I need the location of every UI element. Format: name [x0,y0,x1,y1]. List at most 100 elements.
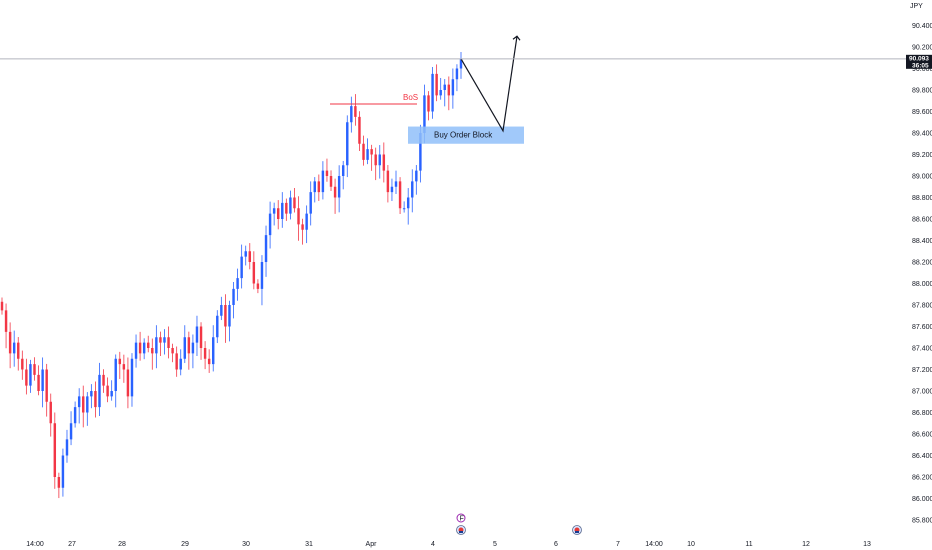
price-tick-label: 86.000 [912,496,932,503]
candle-body [12,342,16,354]
candle [199,322,203,360]
candle-body [325,170,329,176]
candle [41,357,44,408]
price-tick-label: 88.400 [912,238,932,245]
candle-body [285,202,288,214]
time-tick-label: 27 [68,541,76,548]
time-tick-label: 10 [687,541,695,548]
candle [53,412,57,489]
candle [114,354,117,408]
price-scale[interactable]: JPY 90.400 90.200 90.000 89.800 89.600 89.400… [910,3,932,525]
candle-body [317,181,321,193]
time-tick-label: 5 [493,541,497,548]
candle-body [443,84,446,90]
candle [94,381,97,418]
candle [386,165,390,203]
candle [398,177,402,215]
candle [232,281,235,319]
candle [268,201,272,249]
candle [138,331,142,361]
flag-icon[interactable] [572,525,582,535]
candle-body [159,337,162,343]
candle [228,300,231,342]
currency-label: JPY [910,3,923,10]
candle-body [183,337,187,359]
candle [216,310,219,344]
time-tick-label: 13 [863,541,871,548]
candle [102,369,105,393]
candle-body [435,73,438,96]
candle-body [398,181,402,209]
candle-body [411,181,414,198]
flag-icon[interactable] [456,525,466,535]
candle-body [455,68,459,80]
candle [317,174,321,201]
price-tick-label: 87.200 [912,367,932,374]
candle-body [220,305,223,316]
candle [439,77,442,100]
candle-body [114,358,117,391]
order-block-rect[interactable] [408,126,524,144]
candle-body [216,315,219,338]
event-markers[interactable]: F [456,513,582,535]
candle [155,325,158,369]
projection-path[interactable] [460,35,521,133]
candle [90,384,93,409]
candle [130,353,134,407]
candle [321,161,325,200]
candle [455,64,459,92]
candle-body [321,170,325,193]
candle [33,357,36,381]
candle [29,359,32,393]
candle [163,329,166,355]
price-tick-label: 89.200 [912,152,932,159]
candle [151,338,154,370]
time-tick-label: 28 [118,541,126,548]
candle-body [163,337,166,343]
candle [37,365,40,396]
candle [272,202,276,226]
time-tick-label: 7 [616,541,620,548]
candle-body [459,58,463,69]
candle [179,349,182,376]
candle [252,251,256,290]
price-tick-label: 89.800 [912,88,932,95]
time-scale[interactable]: 14:00 27 28 29 30 31 Apr 4 5 6 7 14:00 10 11 12 13 [26,541,871,548]
candle [240,244,243,289]
candle-body [49,401,52,424]
candle-body [451,79,455,96]
price-tick-label: 88.000 [912,281,932,288]
candle-body [25,369,28,386]
economic-event-marker[interactable]: F [456,513,466,523]
candle-body [118,358,122,365]
candle-body [358,116,361,144]
candle [122,354,126,383]
candlestick-series [0,51,463,499]
candle-body [57,477,61,488]
candle-body [281,202,284,219]
price-tick-label: 90.200 [912,45,932,52]
bos-annotation[interactable]: BoS [330,93,418,105]
candle [69,411,73,446]
projection-line[interactable] [460,36,518,133]
candle [98,362,101,416]
candle-body [191,342,195,354]
candle-body [386,170,390,193]
candle-body [272,208,276,214]
candle-body [276,208,280,219]
candle-body [350,106,353,123]
candle [337,165,341,213]
candle [106,377,109,403]
buy-order-block[interactable]: Buy Order Block [408,126,524,144]
candle [415,165,418,195]
candle-body [346,122,349,166]
candle-body [341,165,345,176]
candle-body [402,208,406,210]
candle [354,94,357,126]
candle-body [203,348,207,359]
candle-body [17,342,20,359]
candle [366,138,369,165]
candle [0,297,4,315]
candle-body [333,186,337,198]
